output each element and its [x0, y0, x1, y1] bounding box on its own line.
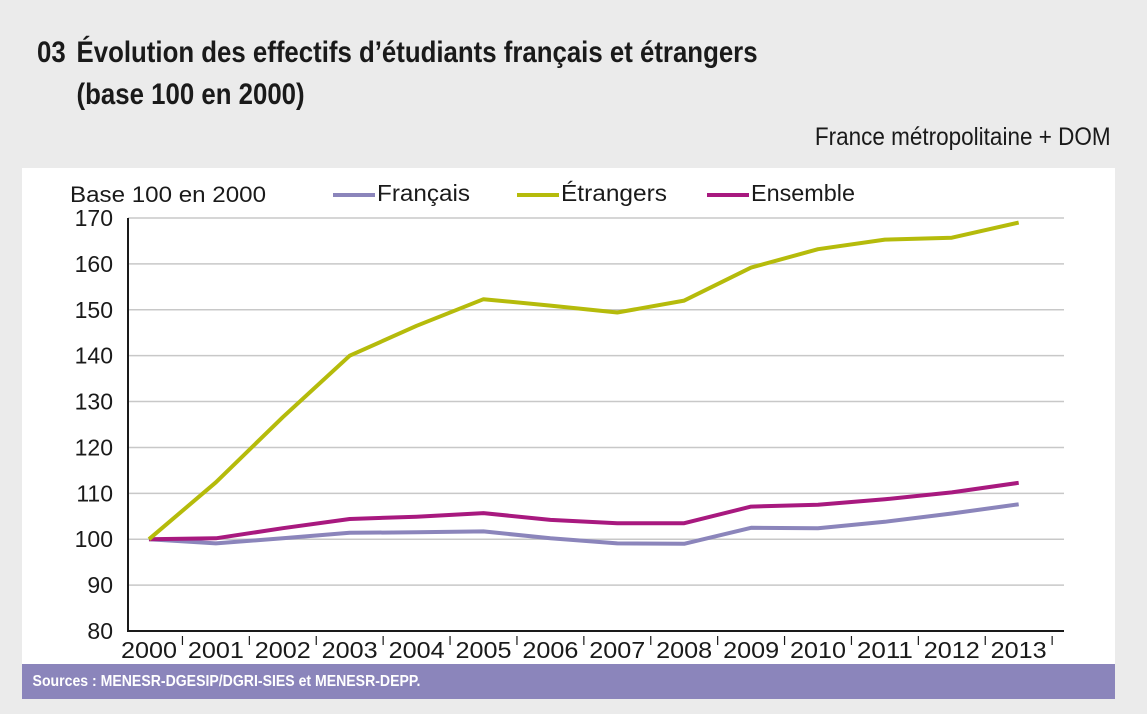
figure-title-line2: (base 100 en 2000)	[76, 78, 305, 111]
figure-title: 03 Évolution des effectifs d’étudiants fr…	[37, 32, 758, 116]
source-text: Sources : MENESR-DGESIP/DGRI-SIES et MEN…	[32, 673, 421, 690]
y-axis-tick-labels: 80 90 100 110 120 130 140 150 160 170	[75, 205, 113, 644]
x-tick-label: 2006	[522, 637, 578, 663]
x-tick-label: 2009	[723, 637, 779, 663]
x-tick-label: 2001	[188, 637, 244, 663]
y-tick-label: 100	[75, 526, 113, 552]
x-tick-label: 2012	[924, 637, 980, 663]
y-tick-label: 110	[76, 480, 113, 506]
source-footer: Sources : MENESR-DGESIP/DGRI-SIES et MEN…	[22, 664, 1115, 699]
x-tick-label: 2007	[589, 637, 645, 663]
y-tick-label: 170	[75, 205, 113, 231]
legend-label-ensemble: Ensemble	[751, 180, 855, 206]
axes	[127, 218, 1064, 632]
x-tick-label: 2005	[456, 637, 512, 663]
y-axis-label: Base 100 en 2000	[70, 182, 266, 207]
x-tick-label: 2013	[991, 637, 1047, 663]
y-tick-label: 80	[87, 618, 113, 644]
x-tick-label: 2000	[121, 637, 177, 663]
y-tick-label: 150	[75, 297, 113, 323]
series-line-francais	[148, 502, 1019, 546]
y-tick-label: 120	[75, 434, 113, 460]
y-tick-label: 130	[75, 389, 113, 415]
x-tick-label: 2010	[790, 637, 846, 663]
x-tick-label: 2002	[255, 637, 311, 663]
x-tick-label: 2008	[656, 637, 712, 663]
y-tick-label: 90	[87, 572, 113, 598]
x-tick-label: 2011	[857, 637, 913, 663]
legend: Français Étrangers Ensemble	[333, 180, 855, 206]
x-tick-label: 2004	[389, 637, 445, 663]
y-tick-label: 140	[75, 343, 113, 369]
legend-label-francais: Français	[377, 180, 470, 206]
x-tick-label: 2003	[322, 637, 378, 663]
series-lines	[147, 220, 1020, 546]
series-line-etrangers	[147, 220, 1020, 541]
legend-label-etrangers: Étrangers	[561, 180, 667, 206]
series-line-ensemble	[148, 480, 1019, 542]
chart-panel: 80 90 100 110 120 130 140 150 160 170 2000 2001 200…	[22, 168, 1115, 664]
geographic-scope: France métropolitaine + DOM	[815, 123, 1111, 151]
x-axis-tick-labels: 2000 2001 2002 2003 2004 2005 2006 2007 2008 2009…	[121, 636, 1053, 663]
figure-number: 03	[37, 36, 66, 69]
y-tick-label: 160	[75, 251, 113, 277]
figure-title-line1: Évolution des effectifs d’étudiants fran…	[76, 36, 758, 69]
